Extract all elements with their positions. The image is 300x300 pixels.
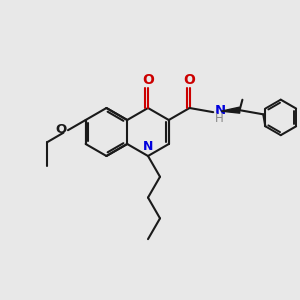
Text: N: N <box>215 104 226 117</box>
Text: O: O <box>142 73 154 87</box>
Text: O: O <box>184 73 196 87</box>
Text: N: N <box>143 140 153 153</box>
Polygon shape <box>221 107 240 113</box>
Text: H: H <box>215 112 224 125</box>
Text: O: O <box>56 123 67 136</box>
